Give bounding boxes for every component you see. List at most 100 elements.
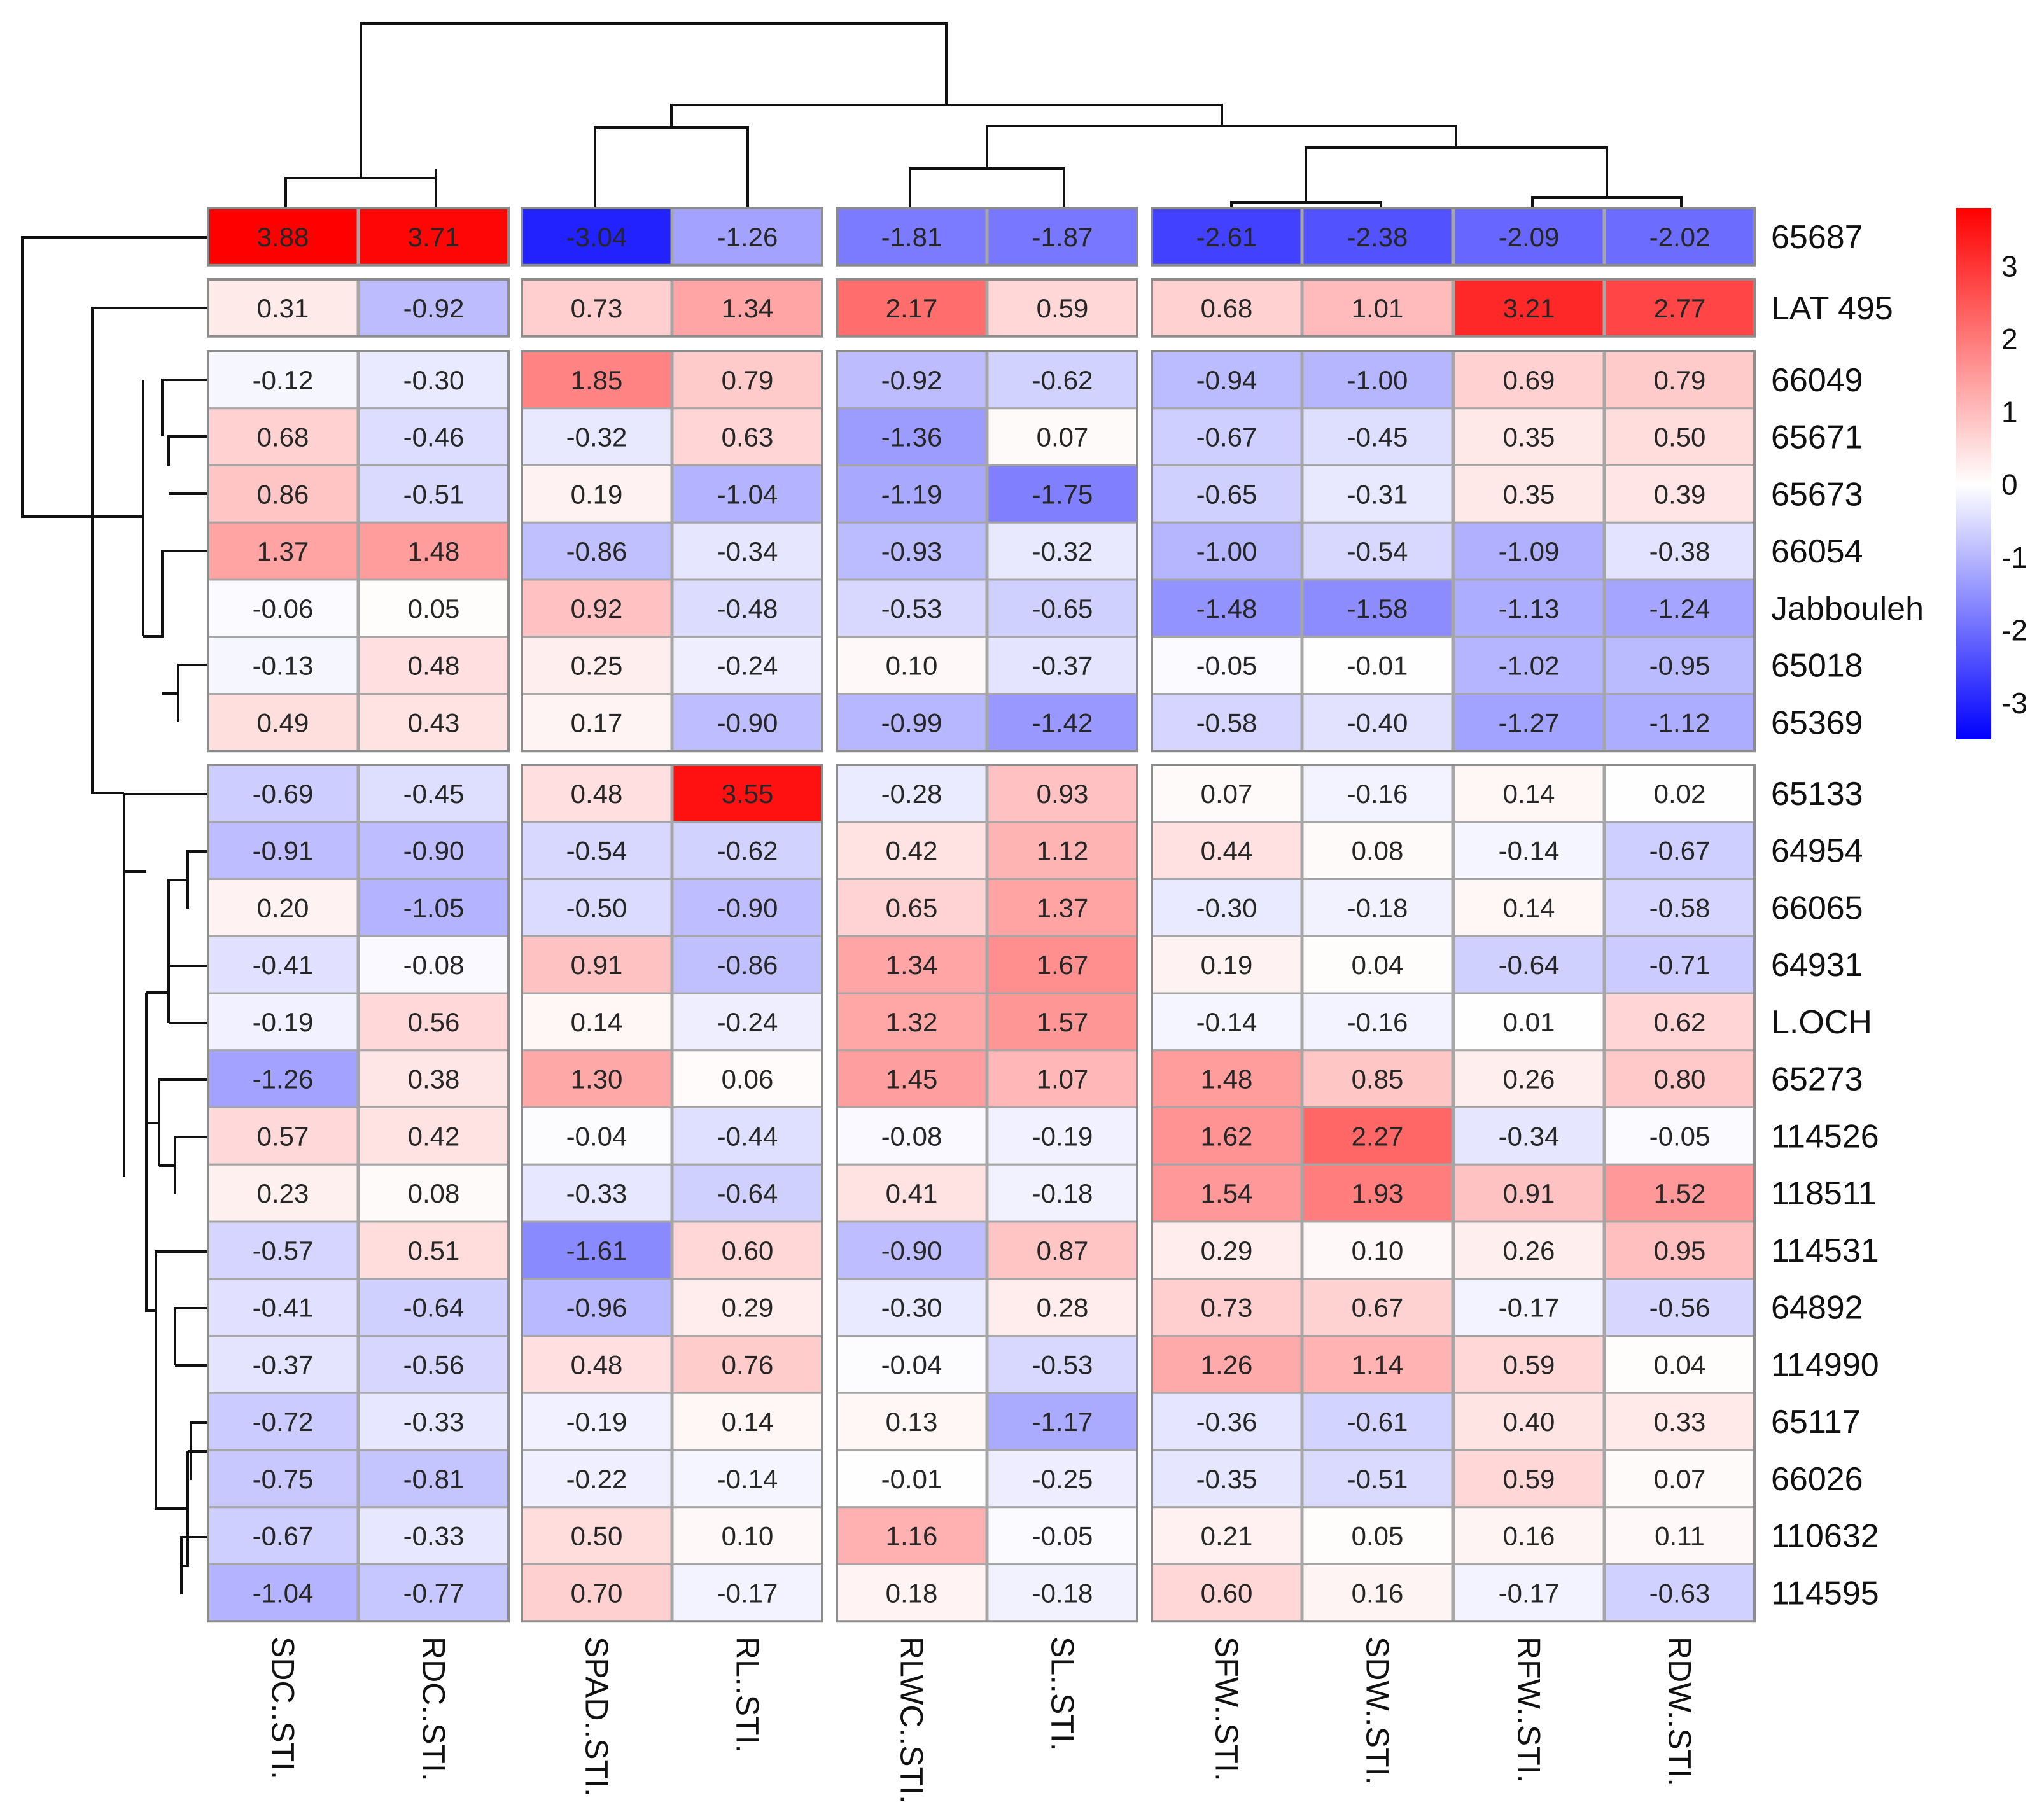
column-label: SFW..STI. <box>1209 1636 1245 1782</box>
cell-value-label: -0.17 <box>1499 1578 1560 1608</box>
heatmap-cell <box>836 1335 988 1394</box>
cell-value-label: 0.44 <box>1201 836 1253 866</box>
row-label: 66065 <box>1771 890 1863 926</box>
heatmap-cell <box>836 1449 988 1509</box>
cell-value-label: -0.81 <box>403 1464 465 1494</box>
cell-value-label: 0.10 <box>722 1521 774 1551</box>
row-dendro-branch <box>91 307 208 709</box>
column-label: RL..STI. <box>730 1636 766 1753</box>
cell-value-label: 0.11 <box>1655 1521 1705 1551</box>
row-dendro-branch <box>174 1136 208 1194</box>
cell-value-label: 0.26 <box>1503 1064 1555 1094</box>
heatmap-block-frame <box>521 207 823 267</box>
heatmap-cell <box>207 821 359 880</box>
cell-value-label: 0.60 <box>722 1236 774 1266</box>
cell-value-label: 0.87 <box>1037 1236 1089 1266</box>
cell-value-label: -0.45 <box>403 779 465 809</box>
heatmap-cell <box>1453 464 1605 524</box>
heatmap-cell <box>986 935 1138 994</box>
cell-value-label: 0.19 <box>1201 950 1253 980</box>
cell-value-label: -1.27 <box>1499 708 1560 737</box>
cell-value-label: 0.07 <box>1201 779 1253 809</box>
heatmap-cell <box>986 1163 1138 1223</box>
heatmap-cell <box>1151 521 1303 581</box>
cell-value-label: -0.50 <box>566 893 627 923</box>
cell-value-label: 1.07 <box>1037 1064 1089 1094</box>
heatmap-cell <box>358 1106 510 1166</box>
column-label: RLWC..STI. <box>894 1636 930 1804</box>
heatmap-cell <box>207 350 359 410</box>
heatmap-cell <box>1604 464 1756 524</box>
cell-value-label: -1.05 <box>403 893 465 923</box>
cell-value-label: 0.23 <box>257 1178 309 1208</box>
heatmap-cell <box>986 636 1138 695</box>
cell-value-label: 0.70 <box>571 1578 623 1608</box>
cell-value-label: 0.48 <box>408 651 460 681</box>
legend-tick-label: 0 <box>2001 468 2018 501</box>
cell-value-label: -2.38 <box>1347 222 1408 252</box>
cell-value-label: 0.04 <box>1352 950 1404 980</box>
heatmap-cell <box>1151 1278 1303 1337</box>
cell-value-label: -0.19 <box>253 1007 314 1037</box>
heatmap-cell <box>521 1335 673 1394</box>
heatmap-cell <box>207 1106 359 1166</box>
row-dendro-branch <box>155 1250 208 1365</box>
heatmap-cell <box>358 521 510 581</box>
cell-value-label: 1.14 <box>1352 1350 1404 1379</box>
cell-value-label: -0.13 <box>253 651 314 681</box>
heatmap-cell <box>358 578 510 638</box>
row-dendro-branch <box>174 1307 208 1365</box>
row-label: 65687 <box>1771 219 1863 256</box>
cell-value-label: -0.57 <box>253 1236 314 1266</box>
column-label: SDW..STI. <box>1360 1636 1396 1785</box>
cell-value-label: -0.17 <box>1499 1293 1560 1323</box>
heatmap-cell <box>671 878 823 937</box>
heatmap-cell <box>358 1220 510 1280</box>
cell-value-label: -0.30 <box>403 365 465 395</box>
cell-value-label: -0.54 <box>1347 536 1408 566</box>
heatmap-cell <box>1301 1392 1453 1451</box>
row-label: 65117 <box>1771 1404 1861 1441</box>
heatmap-cell <box>358 407 510 466</box>
heatmap-cell <box>207 1220 359 1280</box>
heatmap-cell <box>1604 1506 1756 1565</box>
heatmap-cell <box>1151 1335 1303 1394</box>
cell-value-label: -0.08 <box>881 1121 942 1151</box>
cell-value-label: 0.43 <box>408 708 460 737</box>
cell-value-label: 0.18 <box>886 1578 938 1608</box>
cell-value-label: 0.06 <box>722 1064 774 1094</box>
legend-color-bar <box>1956 208 1991 739</box>
cell-value-label: 1.67 <box>1037 950 1089 980</box>
cell-value-label: -1.48 <box>1196 594 1257 624</box>
legend-tick-label: -3 <box>2001 687 2027 720</box>
cell-value-label: 0.08 <box>408 1178 460 1208</box>
legend-tick-label: -2 <box>2001 613 2027 646</box>
row-dendro-branch <box>161 379 208 436</box>
heatmap-cell <box>1301 878 1453 937</box>
heatmap-cell <box>1453 278 1605 338</box>
cell-value-label: -0.54 <box>566 836 627 866</box>
heatmap-cell <box>986 1049 1138 1108</box>
cell-value-label: 0.95 <box>1654 1236 1706 1266</box>
cell-value-label: -0.92 <box>881 365 942 395</box>
cell-value-label: -0.25 <box>1032 1464 1093 1494</box>
cell-value-label: -0.34 <box>1499 1121 1560 1151</box>
cell-value-label: -0.40 <box>1347 708 1408 737</box>
cell-value-label: 0.13 <box>886 1407 938 1437</box>
cell-value-label: -0.18 <box>1347 893 1408 923</box>
heatmap-cell <box>207 1563 359 1622</box>
cell-value-label: -0.95 <box>1649 651 1711 681</box>
cell-value-label: -0.93 <box>881 536 942 566</box>
cell-value-label: -0.17 <box>717 1578 778 1608</box>
row-label: 114526 <box>1771 1118 1879 1155</box>
cell-value-label: -0.35 <box>1196 1464 1257 1494</box>
cell-value-label: 0.85 <box>1352 1064 1404 1094</box>
cell-value-label: 0.07 <box>1037 422 1089 452</box>
row-label: 65673 <box>1771 476 1863 513</box>
cell-value-label: -0.67 <box>1196 422 1257 452</box>
cell-value-label: 0.21 <box>1201 1521 1253 1551</box>
cell-value-label: 0.67 <box>1352 1293 1404 1323</box>
cell-value-label: 0.10 <box>886 651 938 681</box>
heatmap-cell <box>836 693 988 752</box>
heatmap-cell <box>521 521 673 581</box>
